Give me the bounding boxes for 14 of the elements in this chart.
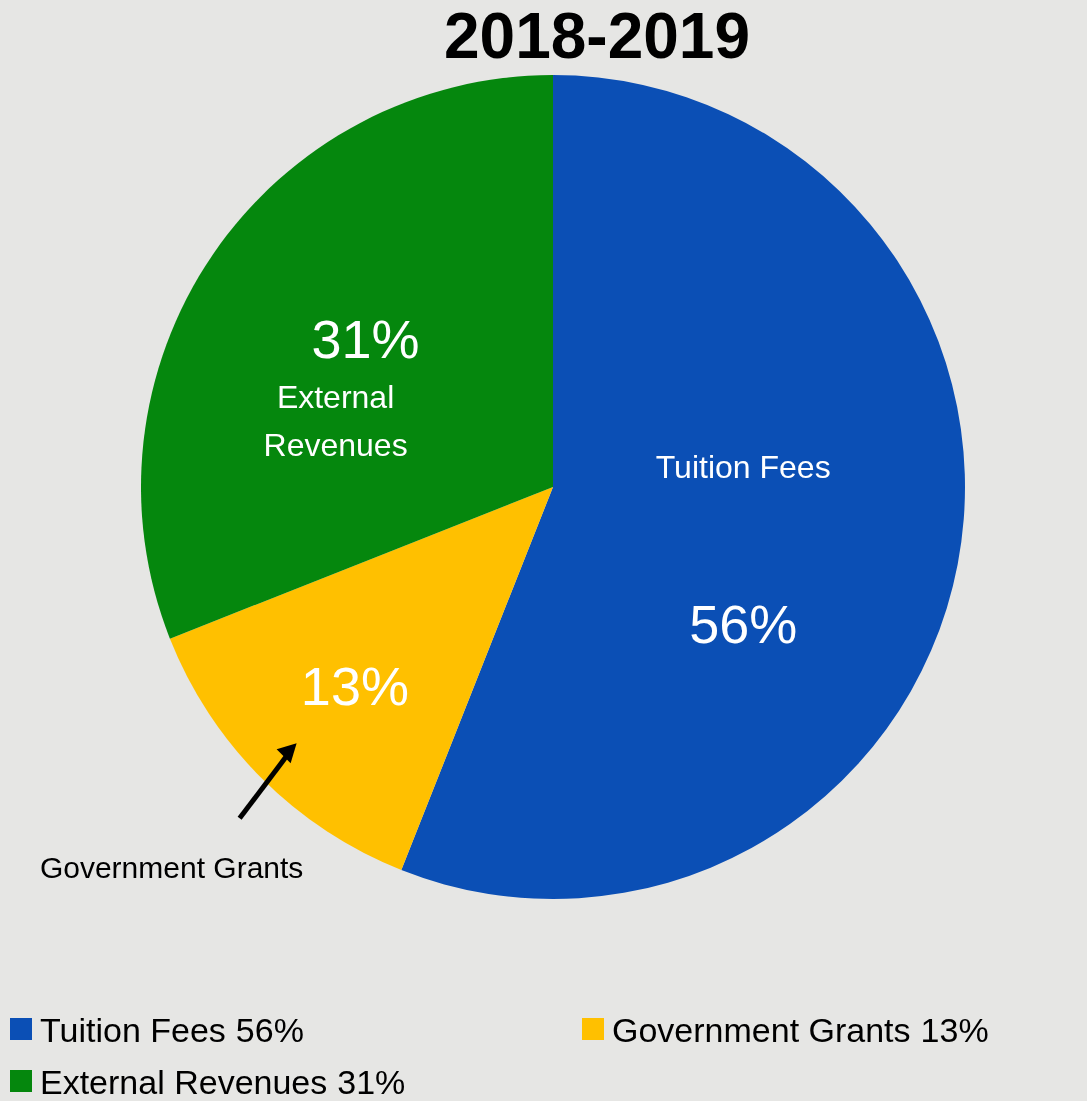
text: 31% [337,1063,406,1101]
legend-label: Tuition Fees [40,1011,226,1049]
pie-slice [141,75,553,639]
chart-title: 2018-2019 [443,0,751,72]
text: 13% [920,1011,989,1049]
legend-label: External Revenues [40,1063,328,1101]
data-label: 13% [300,656,409,717]
data-label: 31% [311,308,420,369]
slice-label: External Revenues [263,378,408,463]
legend-label: Government Grants [612,1011,911,1049]
slice-label: Government Grants [39,851,304,885]
data-label: 56% [689,594,798,655]
slice-label: Tuition Fees [655,449,831,486]
text: 56% [235,1011,304,1049]
